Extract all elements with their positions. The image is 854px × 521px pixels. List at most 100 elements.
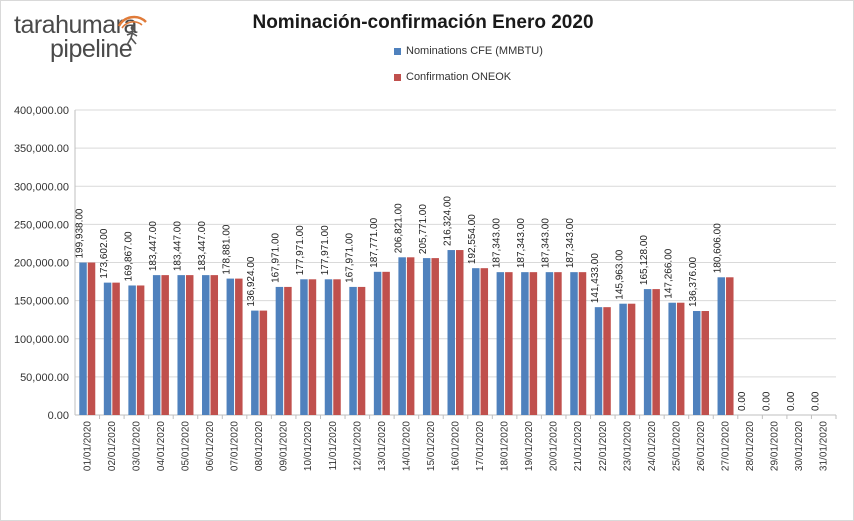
bar-confirmation — [308, 279, 317, 415]
chart-title: Nominación-confirmación Enero 2020 — [252, 12, 594, 33]
y-tick-label: 200,000.00 — [14, 258, 69, 270]
data-label: 205,771.00 — [418, 204, 429, 254]
x-tick-label: 09/01/2020 — [279, 421, 290, 471]
bar-confirmation — [87, 262, 96, 415]
bar-nominations — [128, 285, 136, 415]
x-tick-label: 24/01/2020 — [647, 421, 658, 471]
x-tick-label: 07/01/2020 — [230, 421, 241, 471]
x-tick-label: 22/01/2020 — [598, 421, 609, 471]
bar-nominations — [324, 279, 333, 415]
y-tick-label: 0.00 — [48, 410, 69, 422]
bar-nominations — [619, 303, 627, 415]
bar-confirmation — [505, 272, 513, 415]
data-label: 136,924.00 — [246, 256, 257, 306]
bar-nominations — [251, 310, 259, 415]
data-label: 187,771.00 — [369, 217, 380, 267]
x-tick-label: 02/01/2020 — [107, 421, 118, 471]
bar-confirmation — [431, 258, 439, 415]
data-label: 136,376.00 — [688, 257, 699, 307]
bar-nominations — [300, 279, 308, 415]
x-tick-label: 08/01/2020 — [254, 421, 265, 471]
data-label: 169,867.00 — [123, 231, 134, 281]
x-tick-label: 05/01/2020 — [180, 421, 191, 471]
legend-item-nominations: Nominations CFE (MMBTU) — [394, 44, 543, 58]
data-label: 0.00 — [811, 391, 822, 411]
brand-line2: pipeline — [50, 35, 133, 63]
bar-confirmation — [185, 275, 194, 415]
x-tick-label: 04/01/2020 — [156, 421, 167, 471]
data-label: 147,266.00 — [663, 248, 674, 298]
data-label: 187,343.00 — [541, 218, 552, 268]
data-label: 167,971.00 — [271, 232, 282, 282]
bar-confirmation — [578, 272, 587, 415]
legend-item-confirmation: Confirmation ONEOK — [394, 70, 543, 84]
data-label: 0.00 — [737, 391, 748, 411]
bar-nominations — [668, 302, 676, 415]
bar-confirmation — [456, 250, 464, 415]
bar-confirmation — [652, 289, 660, 415]
bar-confirmation — [554, 272, 562, 415]
bar-nominations — [398, 257, 406, 415]
y-tick-label: 300,000.00 — [14, 181, 69, 193]
bar-nominations — [594, 307, 603, 415]
bar-nominations — [521, 272, 529, 415]
x-tick-label: 03/01/2020 — [131, 421, 142, 471]
data-label: 216,324.00 — [443, 196, 454, 246]
bar-confirmation — [676, 302, 685, 415]
bar-nominations — [570, 272, 578, 415]
x-tick-label: 23/01/2020 — [622, 421, 633, 471]
bar-nominations — [275, 286, 284, 415]
y-tick-label: 50,000.00 — [20, 372, 69, 384]
brand-logo: tarahumara pipeline — [14, 12, 154, 64]
tarahumara-runner-icon — [117, 15, 147, 46]
brand-line1: tarahumara — [14, 11, 137, 39]
bar-nominations — [496, 272, 505, 415]
bar-nominations — [202, 275, 210, 415]
data-label: 183,447.00 — [172, 221, 183, 271]
bar-nominations — [349, 286, 357, 415]
y-tick-label: 100,000.00 — [14, 334, 69, 346]
x-tick-label: 01/01/2020 — [82, 421, 93, 471]
x-tick-label: 30/01/2020 — [794, 421, 805, 471]
data-label: 187,343.00 — [492, 218, 503, 268]
legend-label-nominations: Nominations CFE (MMBTU) — [406, 45, 543, 57]
x-tick-label: 14/01/2020 — [401, 421, 412, 471]
bar-confirmation — [259, 310, 268, 415]
bar-confirmation — [284, 286, 292, 415]
bar-confirmation — [382, 271, 390, 415]
x-tick-label: 17/01/2020 — [475, 421, 486, 471]
bar-confirmation — [627, 303, 636, 415]
x-tick-label: 13/01/2020 — [377, 421, 388, 471]
bar-confirmation — [726, 277, 734, 415]
x-tick-label: 12/01/2020 — [352, 421, 363, 471]
data-label: 177,971.00 — [320, 225, 331, 275]
y-tick-label: 250,000.00 — [14, 219, 69, 231]
bar-confirmation — [161, 275, 169, 415]
data-label: 180,606.00 — [713, 223, 724, 273]
bar-confirmation — [357, 286, 366, 415]
bar-nominations — [692, 311, 701, 415]
bar-nominations — [422, 258, 431, 415]
bar-confirmation — [136, 285, 145, 415]
x-tick-label: 28/01/2020 — [745, 421, 756, 471]
bar-confirmation — [333, 279, 341, 415]
bar-confirmation — [210, 275, 219, 415]
data-label: 206,821.00 — [393, 203, 404, 253]
data-label: 187,343.00 — [565, 218, 576, 268]
bar-confirmation — [406, 257, 415, 415]
bar-nominations — [79, 262, 87, 415]
data-label: 145,963.00 — [614, 249, 625, 299]
x-tick-label: 06/01/2020 — [205, 421, 216, 471]
data-label: 178,881.00 — [222, 224, 233, 274]
data-label: 177,971.00 — [295, 225, 306, 275]
bar-nominations — [472, 268, 480, 415]
x-tick-label: 20/01/2020 — [549, 421, 560, 471]
data-label: 0.00 — [786, 391, 797, 411]
data-label: 173,602.00 — [99, 228, 110, 278]
x-tick-label: 26/01/2020 — [696, 421, 707, 471]
bar-nominations — [643, 289, 652, 415]
bar-nominations — [717, 277, 726, 415]
data-label: 199,938.00 — [74, 208, 85, 258]
bar-confirmation — [235, 278, 243, 415]
